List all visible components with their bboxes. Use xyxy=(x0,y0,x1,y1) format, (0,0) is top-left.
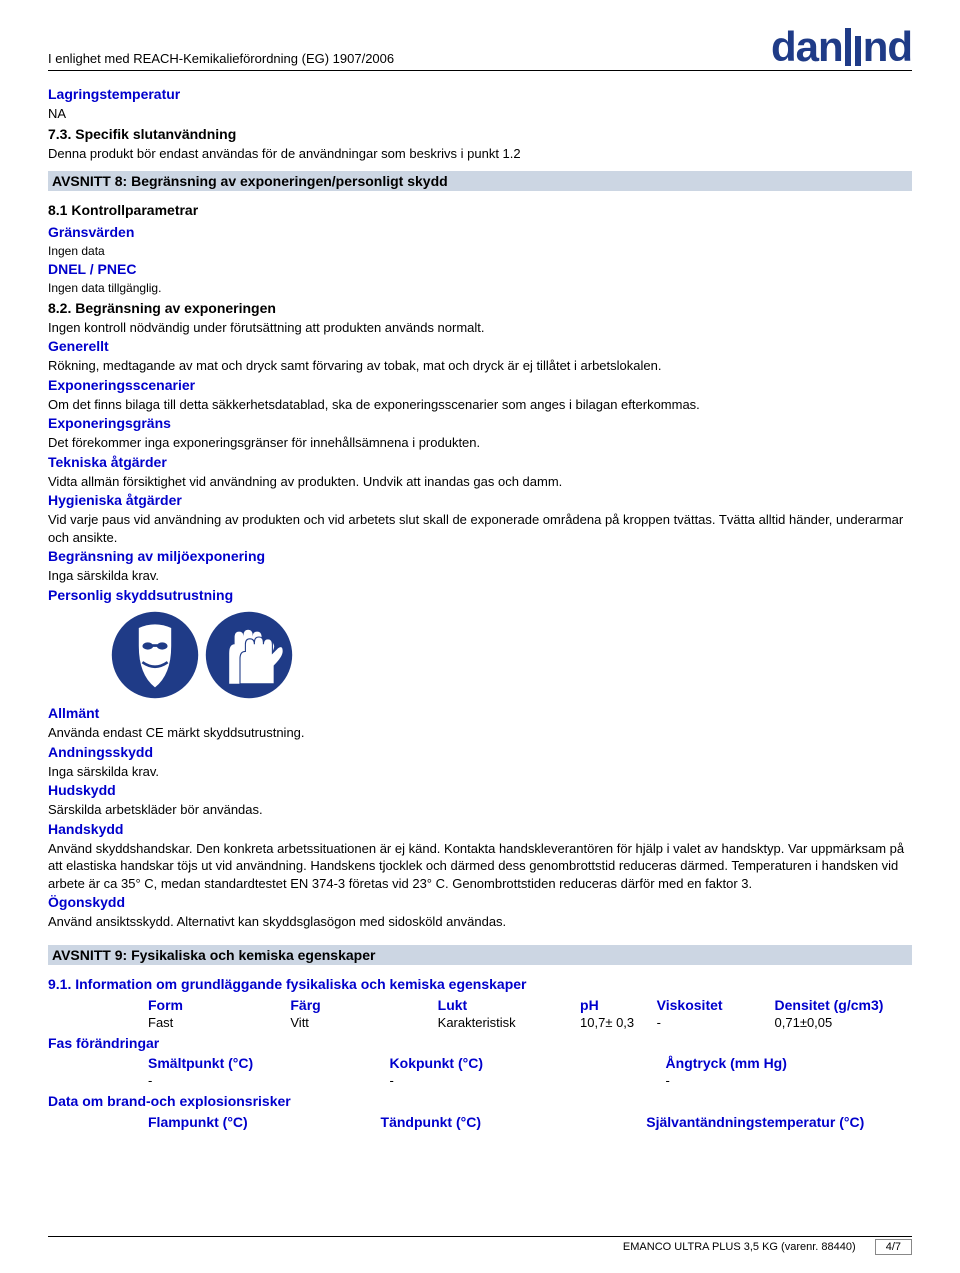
andning-label: Andningsskydd xyxy=(48,743,912,762)
hygien-text: Vid varje paus vid användning av produkt… xyxy=(48,511,912,546)
avsnitt-8-bar: AVSNITT 8: Begränsning av exponeringen/p… xyxy=(48,171,912,191)
generellt-text: Rökning, medtagande av mat och dryck sam… xyxy=(48,357,912,375)
ppe-icons-row xyxy=(110,610,912,700)
col-visk: Viskositet xyxy=(657,996,775,1014)
section-8-2-text: Ingen kontroll nödvändig under förutsätt… xyxy=(48,319,912,337)
hudskydd-text: Särskilda arbetskläder bör användas. xyxy=(48,801,912,819)
footer-page-number: 4/7 xyxy=(875,1239,912,1255)
tekniska-text: Vidta allmän försiktighet vid användning… xyxy=(48,473,912,491)
section-7-3-heading: 7.3. Specifik slutanvändning xyxy=(48,125,912,144)
val-visk: - xyxy=(657,1014,775,1031)
col-form: Form xyxy=(148,996,290,1014)
handskydd-label: Handskydd xyxy=(48,820,912,839)
expscen-text: Om det finns bilaga till detta säkkerhet… xyxy=(48,396,912,414)
val-ph: 10,7± 0,3 xyxy=(580,1014,657,1031)
props-table-2: Smältpunkt (°C) Kokpunkt (°C) Ångtryck (… xyxy=(148,1054,912,1089)
col-dens: Densitet (g/cm3) xyxy=(775,996,912,1014)
section-8-2-heading: 8.2. Begränsning av exponeringen xyxy=(48,299,912,318)
col-kok: Kokpunkt (°C) xyxy=(390,1054,666,1072)
storage-temp-value: NA xyxy=(48,105,912,123)
hygien-label: Hygieniska åtgärder xyxy=(48,491,912,510)
val-lukt: Karakteristisk xyxy=(438,1014,580,1031)
tekniska-label: Tekniska åtgärder xyxy=(48,453,912,472)
generellt-label: Generellt xyxy=(48,337,912,356)
val-ang: - xyxy=(666,1072,912,1089)
col-lukt: Lukt xyxy=(438,996,580,1014)
col-flam: Flampunkt (°C) xyxy=(148,1113,381,1131)
brand-label: Data om brand-och explosionsrisker xyxy=(48,1092,912,1111)
col-sjalv: Självantändningstemperatur (°C) xyxy=(646,1113,912,1131)
props-table-1: Form Färg Lukt pH Viskositet Densitet (g… xyxy=(148,996,912,1031)
expscen-label: Exponeringsscenarier xyxy=(48,376,912,395)
page-header: I enlighet med REACH-Kemikalieförordning… xyxy=(48,28,912,71)
expgrans-text: Det förekommer inga exponeringsgränser f… xyxy=(48,434,912,452)
val-dens: 0,71±0,05 xyxy=(775,1014,912,1031)
section-7-3-text: Denna produkt bör endast användas för de… xyxy=(48,145,912,163)
col-farg: Färg xyxy=(290,996,437,1014)
ogonskydd-label: Ögonskydd xyxy=(48,893,912,912)
ppe-heading: Personlig skyddsutrustning xyxy=(48,586,912,605)
avsnitt-9-bar: AVSNITT 9: Fysikaliska och kemiska egens… xyxy=(48,945,912,965)
andning-text: Inga särskilda krav. xyxy=(48,763,912,781)
footer-product: EMANCO ULTRA PLUS 3,5 KG (varenr. 88440) xyxy=(623,1241,856,1253)
col-ang: Ångtryck (mm Hg) xyxy=(666,1054,912,1072)
col-smelt: Smältpunkt (°C) xyxy=(148,1054,390,1072)
miljo-text: Inga särskilda krav. xyxy=(48,567,912,585)
compliance-text: I enlighet med REACH-Kemikalieförordning… xyxy=(48,51,394,66)
storage-temp-label: Lagringstemperatur xyxy=(48,85,912,104)
section-9-1-heading: 9.1. Information om grundläggande fysika… xyxy=(48,975,912,994)
col-ph: pH xyxy=(580,996,657,1014)
handskydd-text: Använd skyddshandskar. Den konkreta arbe… xyxy=(48,840,912,893)
ogonskydd-text: Använd ansiktsskydd. Alternativt kan sky… xyxy=(48,913,912,931)
col-tand: Tändpunkt (°C) xyxy=(381,1113,647,1131)
val-form: Fast xyxy=(148,1014,290,1031)
page-footer: EMANCO ULTRA PLUS 3,5 KG (varenr. 88440)… xyxy=(48,1236,912,1255)
section-8-1-heading: 8.1 Kontrollparametrar xyxy=(48,201,912,220)
logo-part2: nd xyxy=(863,23,912,70)
miljo-label: Begränsning av miljöexponering xyxy=(48,547,912,566)
fas-label: Fas förändringar xyxy=(48,1034,912,1053)
hudskydd-label: Hudskydd xyxy=(48,781,912,800)
face-shield-icon xyxy=(110,610,200,700)
dnel-pnec-value: Ingen data tillgänglig. xyxy=(48,280,912,296)
val-kok: - xyxy=(390,1072,666,1089)
allmant-label: Allmänt xyxy=(48,704,912,723)
dnel-pnec-label: DNEL / PNEC xyxy=(48,260,912,279)
props-table-3: Flampunkt (°C) Tändpunkt (°C) Självantän… xyxy=(148,1113,912,1131)
val-smelt: - xyxy=(148,1072,390,1089)
logo-part1: dan xyxy=(771,23,843,70)
gransvarden-value: Ingen data xyxy=(48,243,912,259)
val-farg: Vitt xyxy=(290,1014,437,1031)
gransvarden-label: Gränsvärden xyxy=(48,223,912,242)
brand-logo: dannd xyxy=(771,28,912,66)
allmant-text: Använda endast CE märkt skyddsutrustning… xyxy=(48,724,912,742)
expgrans-label: Exponeringsgräns xyxy=(48,414,912,433)
gloves-icon xyxy=(204,610,294,700)
